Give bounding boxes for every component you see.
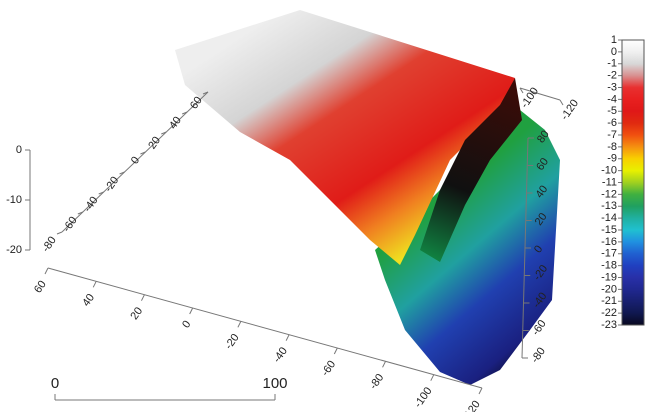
tick-mark [559,99,564,106]
tick-label: 0 [16,144,22,156]
tick-label: 40 [534,183,551,200]
tick-mark [56,231,63,235]
scale-label: 100 [262,375,287,392]
tick-label: 40 [80,292,97,309]
tick-label: 60 [32,279,49,296]
surface-lower [375,110,560,385]
tick-label: -80 [367,372,386,392]
colorbar-label: -11 [602,176,617,188]
tick-mark [285,334,290,341]
tick-label: -80 [40,235,59,255]
surface-cliff [420,78,522,262]
tick-mark [189,307,194,315]
scale-label: 0 [51,375,59,392]
tick-label: -120 [460,399,482,412]
colorbar-label: -8 [607,141,617,153]
surface-top [175,10,515,265]
tick-label: -40 [271,345,290,365]
tick-label: -120 [559,97,581,122]
colorbar-label: 0 [611,46,617,58]
colorbar-label: -4 [607,93,617,105]
tick-label: 40 [167,115,184,132]
tick-mark [92,281,97,288]
tick-mark [237,321,242,328]
tick-mark [140,151,146,155]
colorbar-label: -2 [607,70,617,82]
x-axis-line [47,267,483,389]
colorbar-label: 1 [611,34,617,46]
tick-mark [478,387,483,395]
colorbar-label: -17 [601,248,617,260]
tick-mark [119,171,125,175]
colorbar-label: -13 [601,200,617,212]
tick-label: 80 [535,128,552,145]
tick-label: 60 [534,156,551,173]
tick-label: -80 [529,345,548,365]
tick-mark [44,267,49,275]
tick-label: 0 [180,319,193,331]
tick-label: 20 [533,211,550,228]
surface [175,10,560,385]
tick-mark [382,361,387,368]
colorbar-label: -1 [607,58,617,70]
tick-label: -20 [223,332,242,352]
tick-label: 20 [146,135,163,152]
colorbar-label: -16 [601,236,617,248]
colorbar-label: -21 [601,295,617,307]
tick-mark [77,211,84,215]
tick-label: -10 [6,194,22,206]
colorbar-label: -23 [601,319,617,331]
colorbar-label: -12 [601,188,617,200]
tick-label: -20 [6,244,22,256]
tick-mark [202,91,209,95]
tick-mark [161,131,167,135]
tick-mark [98,191,104,195]
colorbar-label: -3 [607,81,617,93]
colorbar-label: -5 [607,105,617,117]
tick-label: 60 [188,95,205,112]
colorbar-label: -22 [601,307,617,319]
colorbar-label: -19 [601,271,617,283]
back-y_axis-line [61,91,209,233]
colorbar-label: -15 [601,224,617,236]
tick-label: 0 [129,155,142,167]
colorbar-label: -7 [607,129,617,141]
colorbar [621,39,645,326]
tick-label: -100 [519,85,541,110]
tick-label: 20 [128,305,145,322]
tick-label: -60 [319,359,338,379]
tick-label: 0 [532,243,545,255]
tick-mark [333,347,338,355]
colorbar-label: -20 [601,283,617,295]
tick-mark [140,294,145,301]
tick-mark [430,374,435,381]
back-x_axis-line [519,87,561,101]
tick-mark [519,87,524,94]
colorbar-label: -14 [601,212,617,224]
tick-label: -100 [412,385,434,410]
colorbar-label: -10 [601,165,617,177]
tick-mark [181,111,188,115]
colorbar-label: -9 [607,153,617,165]
colorbar-label: -6 [607,117,617,129]
colorbar-label: -18 [601,260,617,272]
